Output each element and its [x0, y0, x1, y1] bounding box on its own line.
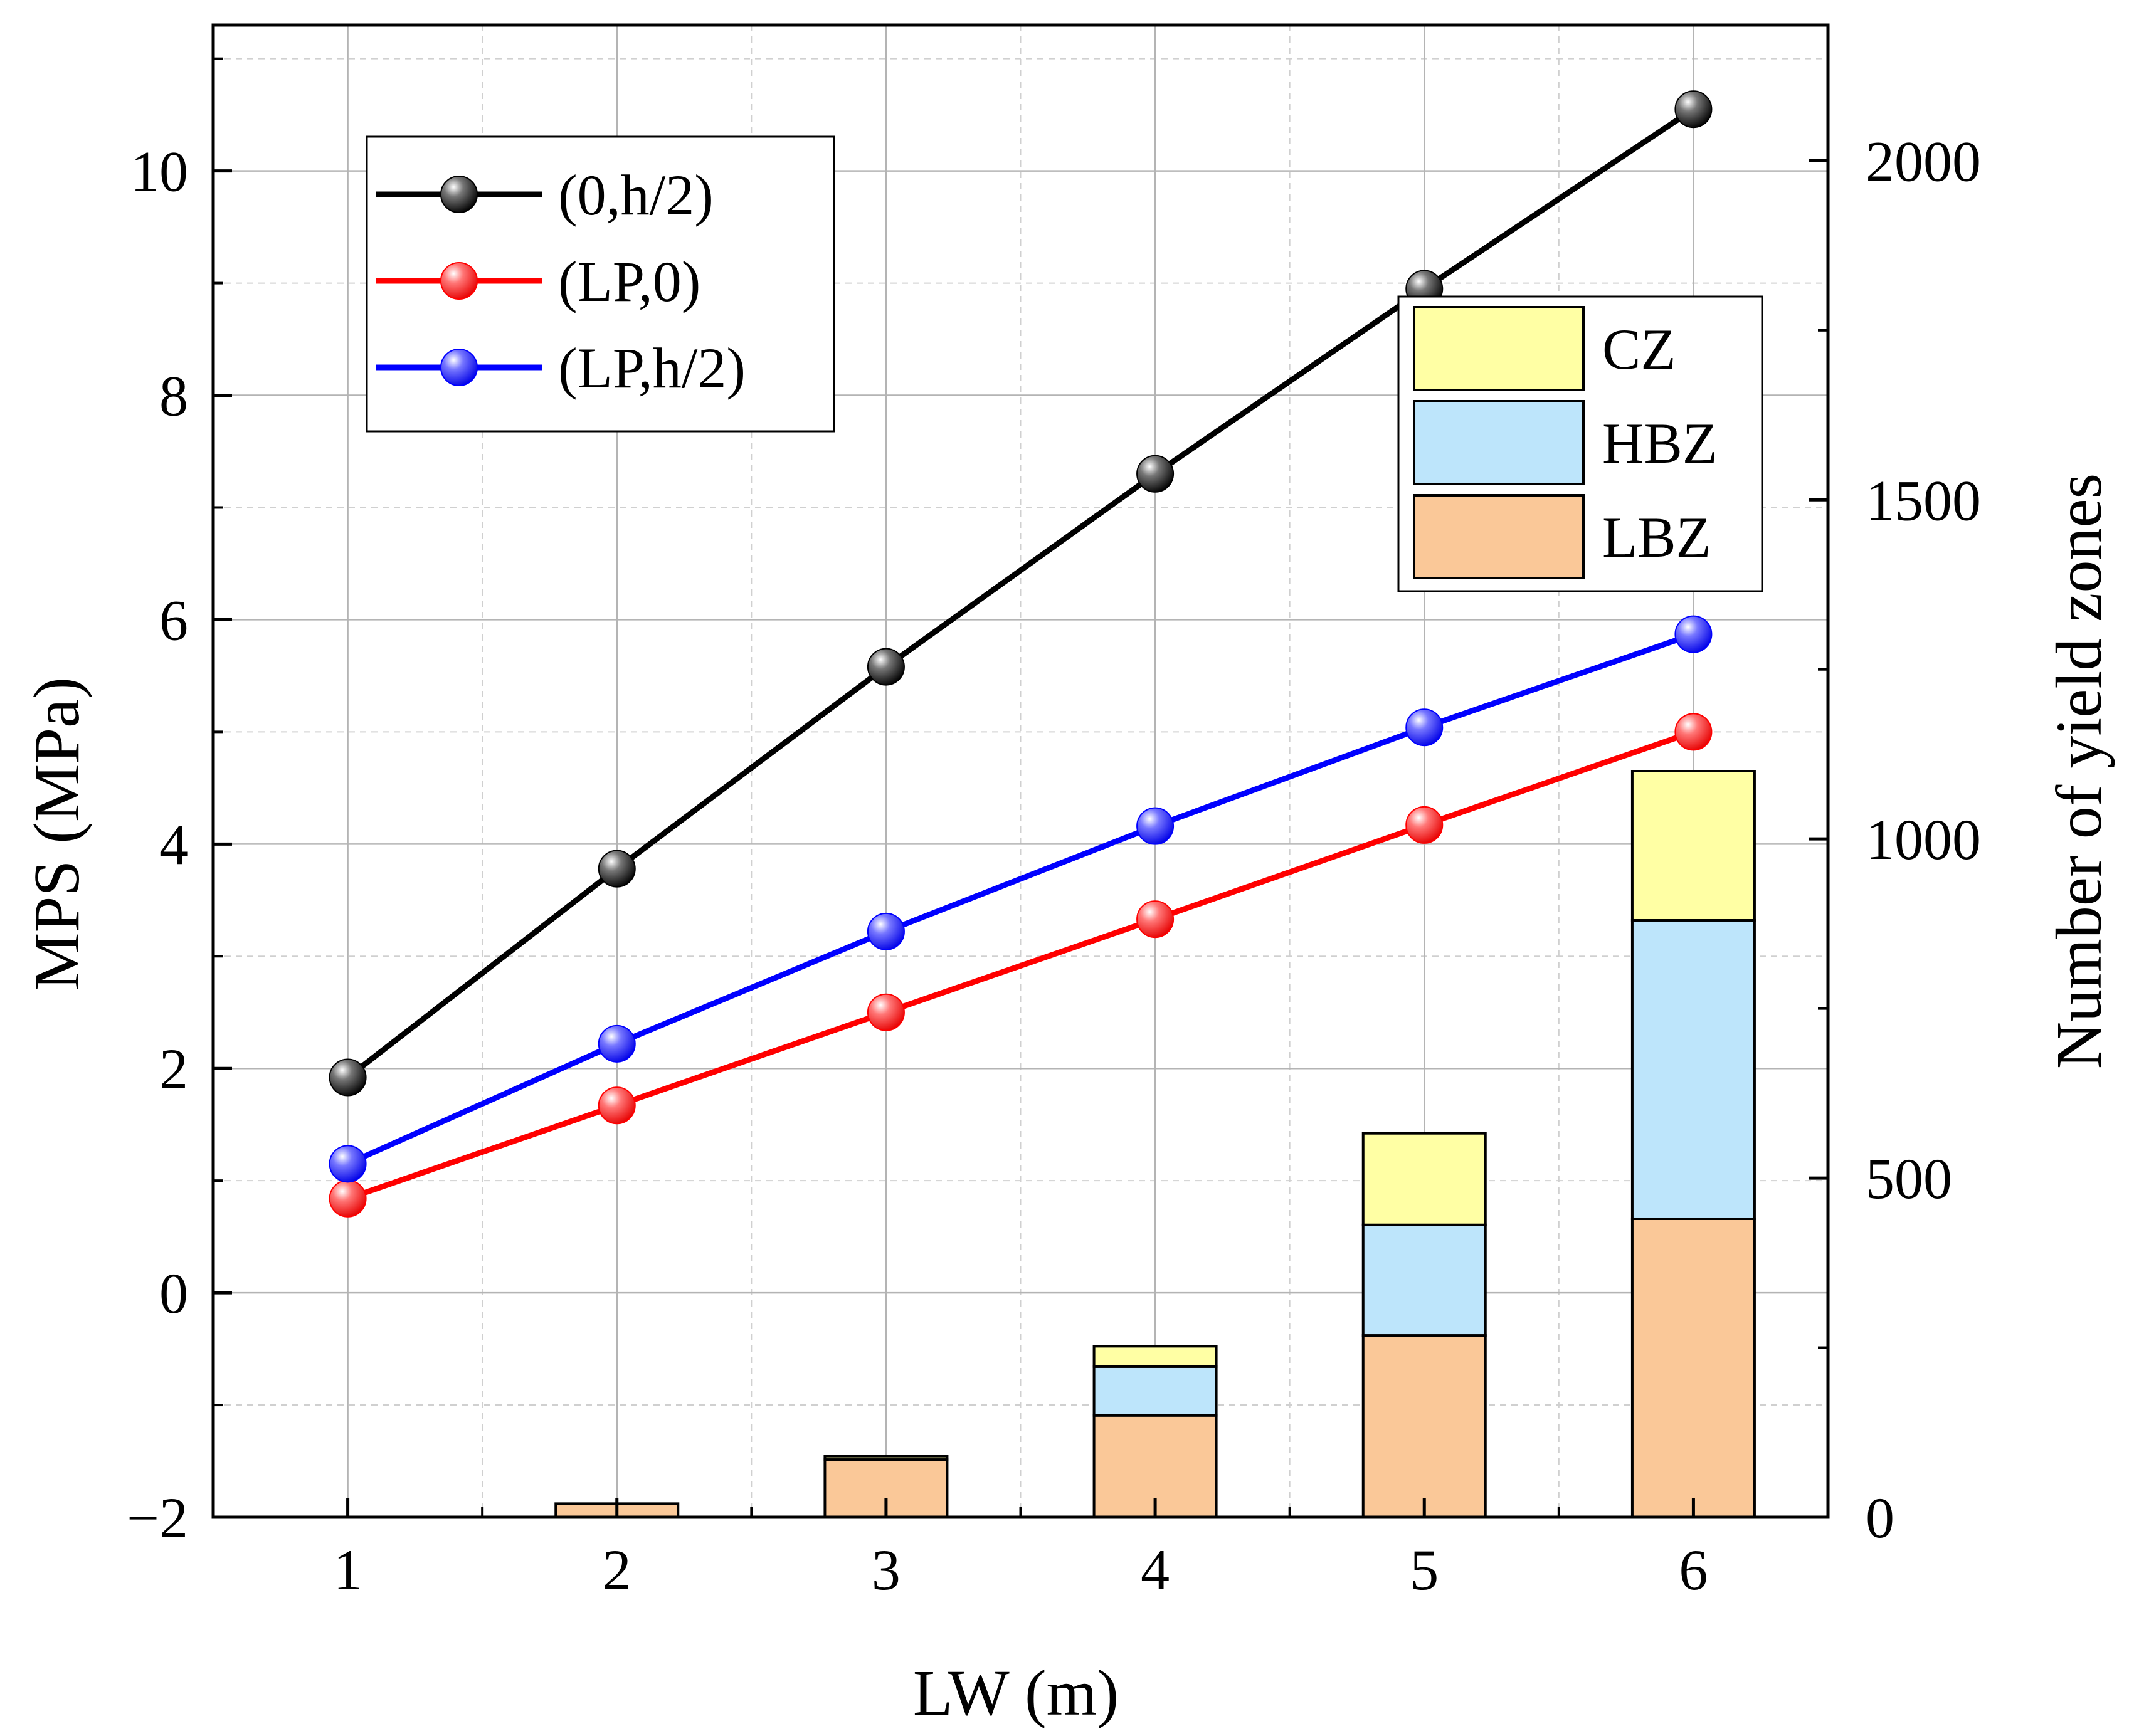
x-tick-label: 6	[1679, 1538, 1708, 1602]
point-series-2-3	[867, 993, 905, 1031]
y-left-tick-label: −2	[127, 1486, 188, 1550]
point-series-1-6	[1674, 90, 1713, 129]
y-left-tick-label: 2	[159, 1037, 188, 1101]
legend-line-label: (0,h/2)	[558, 163, 714, 227]
bar-hbz-6	[1630, 919, 1756, 1220]
bar-cz-3	[823, 1455, 949, 1461]
point-series-2-5	[1405, 806, 1444, 844]
bar-lbz-5	[1361, 1334, 1487, 1519]
point-series-1-1	[329, 1058, 367, 1097]
x-axis-title: LW (m)	[913, 1657, 1119, 1729]
line-series-3	[346, 631, 1694, 1167]
point-series-1-2	[598, 850, 636, 888]
line-series-1	[346, 107, 1695, 1080]
bar-cz-5	[1361, 1132, 1487, 1226]
point-series-3-3	[867, 912, 905, 950]
point-series-3-2	[598, 1024, 636, 1063]
x-tick-label: 3	[872, 1538, 901, 1602]
y-left-axis-title: MPS (MPa)	[21, 677, 93, 991]
point-series-2-1	[329, 1179, 367, 1218]
legend-bar-label: HBZ	[1602, 411, 1718, 475]
x-tick-label: 5	[1410, 1538, 1439, 1602]
legend-bar-swatch-lbz	[1413, 494, 1585, 579]
point-series-3-6	[1674, 615, 1713, 653]
y-left-tick-label: 10	[130, 140, 188, 204]
legend-line-label: (LP,0)	[558, 250, 700, 313]
bar-lbz-6	[1630, 1218, 1756, 1518]
legend-line-label: (LP,h/2)	[558, 336, 746, 400]
bar-hbz-4	[1092, 1365, 1218, 1417]
bar-cz-6	[1630, 770, 1756, 922]
point-series-3-1	[329, 1145, 367, 1183]
y-right-tick-label: 1000	[1866, 808, 1981, 871]
point-series-3-5	[1405, 708, 1444, 747]
y-left-tick-label: 6	[159, 588, 188, 652]
legend-line-marker	[440, 176, 478, 213]
point-series-3-4	[1136, 807, 1175, 845]
x-tick-label: 1	[334, 1538, 362, 1602]
y-right-tick-label: 2000	[1866, 129, 1981, 193]
x-tick-label: 4	[1141, 1538, 1170, 1602]
lines-layer	[329, 90, 1713, 1218]
point-series-2-2	[598, 1086, 636, 1125]
point-series-2-6	[1674, 713, 1713, 751]
bar-hbz-5	[1361, 1223, 1487, 1337]
y-right-axis-title: Number of yield zones	[2043, 473, 2115, 1069]
y-right-tick-label: 0	[1866, 1486, 1894, 1550]
legend-bar-swatch-cz	[1413, 306, 1585, 391]
legend-bar-label: LBZ	[1602, 505, 1711, 569]
y-right-tick-label: 500	[1866, 1147, 1952, 1211]
point-series-2-4	[1136, 900, 1175, 939]
line-series-2	[347, 729, 1694, 1202]
legend-bar-label: CZ	[1602, 317, 1676, 381]
x-tick-label: 2	[603, 1538, 631, 1602]
bar-cz-4	[1092, 1345, 1218, 1368]
legend-lines: (0,h/2) (LP,0) (LP,h/2)	[366, 135, 835, 433]
legend-bars: CZ HBZ LBZ	[1397, 295, 1763, 592]
point-series-1-4	[1136, 455, 1175, 493]
legend-line-marker	[440, 349, 478, 386]
axes-layer: 1 2 3 4 5 6 −2 0 2 4 6 8 10 0 500 1000 1500 2000	[127, 23, 1981, 1602]
y-left-tick-label: 8	[159, 364, 188, 428]
legend-line-marker	[440, 262, 478, 300]
point-series-1-3	[867, 648, 905, 686]
y-left-tick-label: 4	[159, 813, 188, 876]
y-right-tick-label: 1500	[1866, 468, 1981, 532]
legend-bar-swatch-hbz	[1413, 400, 1585, 485]
y-left-tick-label: 0	[159, 1261, 188, 1325]
